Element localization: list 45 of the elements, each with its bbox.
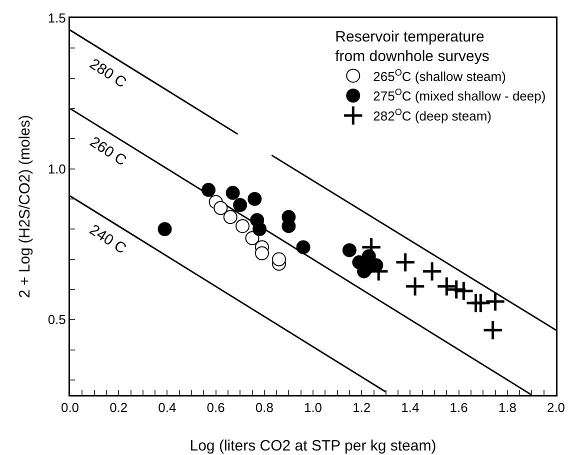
legend-label: 275$^{O}$C (mixed shallow - deep)	[373, 87, 546, 104]
x-tick-label: 0.8	[255, 400, 274, 416]
point	[422, 260, 442, 282]
point	[202, 182, 216, 197]
point	[394, 252, 416, 273]
legend-label: 282$^{O}$C (deep steam)	[373, 107, 492, 124]
x-tick-label: 2.0	[546, 400, 566, 416]
point	[236, 219, 250, 234]
x-tick-label: 1.6	[450, 400, 468, 416]
point	[404, 276, 426, 297]
x-tick-label: 0.2	[110, 400, 128, 416]
x-axis-title: Log (liters CO2 at STP per kg steam)	[190, 438, 436, 454]
point	[254, 246, 269, 260]
x-tick-label: 1.2	[352, 400, 371, 416]
x-tick-label: 0.0	[60, 400, 80, 416]
point	[272, 252, 286, 266]
point	[342, 243, 356, 258]
y-tick-label: 1.0	[48, 161, 66, 176]
annotation: 240 C	[86, 221, 130, 258]
point	[484, 291, 506, 312]
point	[248, 192, 262, 206]
annotation: 260 C	[86, 133, 130, 170]
point	[214, 201, 228, 216]
point	[296, 240, 310, 254]
x-tick-label: 1.0	[304, 400, 322, 416]
point	[252, 222, 267, 236]
point	[226, 186, 240, 200]
legend-title: Reservoir temperature from downhole surveys	[335, 28, 490, 65]
point	[446, 279, 467, 300]
point	[158, 222, 172, 236]
x-tick-label: 0.4	[158, 400, 176, 416]
point	[233, 198, 248, 212]
legend-label: 265$^{O}$C (shallow steam)	[373, 67, 506, 84]
x-tick-label: 1.4	[401, 400, 420, 416]
point	[245, 231, 260, 246]
x-tick-label: 0.6	[206, 400, 225, 416]
y-axis-title: 2 + Log (H2S/CO2) (moles)	[16, 115, 34, 298]
point	[223, 210, 238, 224]
x-tick-label: 1.8	[498, 400, 516, 416]
y-tick-label: 1.5	[48, 10, 66, 26]
point	[470, 292, 492, 314]
annotation: 280 C	[86, 55, 130, 92]
point	[482, 320, 504, 341]
point	[436, 276, 457, 297]
y-tick-label: 0.5	[48, 312, 66, 328]
